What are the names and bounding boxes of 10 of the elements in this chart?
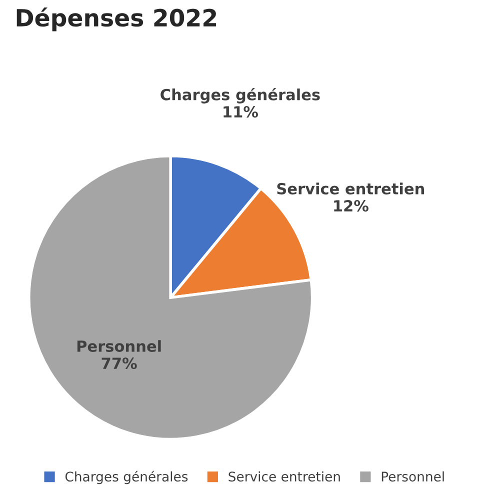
slice-label: Charges générales: [160, 88, 320, 104]
slice-label: Service entretien: [277, 182, 424, 194]
slice-label: Personnel: [77, 340, 161, 352]
data-label: 12%: [334, 200, 368, 212]
data-label: 77%: [102, 357, 137, 370]
legend-label: Service entretien: [228, 471, 340, 482]
legend-label: Personnel: [382, 471, 444, 482]
chart-title: Dépenses 2022: [16, 7, 216, 32]
legend-label: Charges générales: [65, 470, 188, 484]
data-label: 11%: [224, 106, 258, 118]
